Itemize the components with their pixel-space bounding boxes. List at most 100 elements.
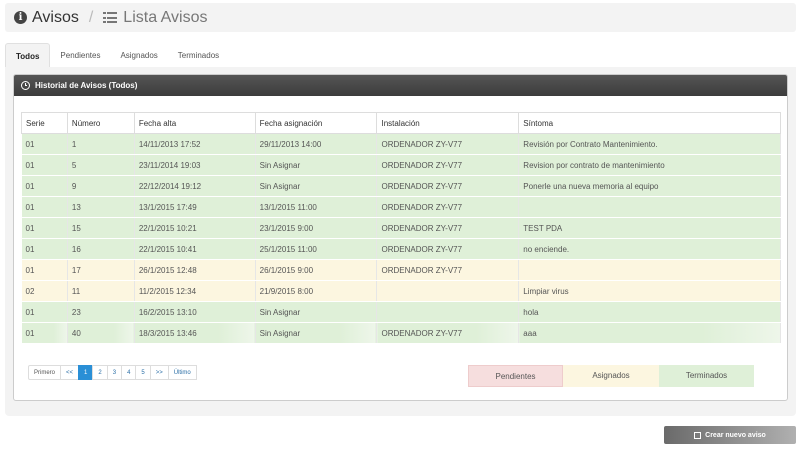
cell-numero: 15: [67, 217, 135, 239]
cell-fecha-asignacion: 26/1/2015 9:00: [255, 259, 378, 281]
cell-instalacion: ORDENADOR ZY-V77: [376, 238, 520, 260]
header-numero[interactable]: Número: [66, 112, 135, 134]
table-row[interactable]: 01 1 14/11/2013 17:52 29/11/2013 14:00 O…: [21, 133, 781, 155]
cell-numero: 5: [67, 154, 135, 176]
table-row[interactable]: 01 17 26/1/2015 12:48 26/1/2015 9:00 ORD…: [21, 259, 781, 281]
cell-fecha-alta: 22/12/2014 19:12: [134, 175, 256, 197]
table-row[interactable]: 01 13 13/1/2015 17:49 13/1/2015 11:00 OR…: [21, 196, 781, 218]
cell-fecha-asignacion: 23/1/2015 9:00: [255, 217, 378, 239]
info-circle-icon: i: [14, 11, 27, 24]
table-row[interactable]: 01 16 22/1/2015 10:41 25/1/2015 11:00 OR…: [21, 238, 781, 260]
cell-sintoma: Limpiar virus: [518, 280, 781, 302]
cell-sintoma: Revision por contrato de mantenimiento: [518, 154, 781, 176]
header-serie[interactable]: Serie: [21, 112, 68, 134]
list-icon: [103, 12, 118, 23]
cell-sintoma: TEST PDA: [518, 217, 781, 239]
cell-numero: 23: [67, 301, 135, 323]
page-2-button[interactable]: 2: [92, 365, 108, 380]
tab-terminados[interactable]: Terminados: [177, 51, 220, 60]
create-aviso-button[interactable]: Crear nuevo aviso: [664, 426, 796, 444]
table-row[interactable]: 01 15 22/1/2015 10:21 23/1/2015 9:00 ORD…: [21, 217, 781, 239]
cell-instalacion: ORDENADOR ZY-V77: [376, 154, 520, 176]
cell-fecha-asignacion: Sin Asignar: [255, 175, 378, 197]
cell-fecha-asignacion: Sin Asignar: [255, 301, 378, 323]
breadcrumb-root[interactable]: Avisos: [32, 8, 79, 26]
cell-instalacion: ORDENADOR ZY-V77: [376, 196, 520, 218]
page-last-button[interactable]: Último: [167, 365, 197, 380]
page-1-button[interactable]: 1: [78, 365, 94, 380]
cell-numero: 17: [67, 259, 135, 281]
page-header: i Avisos / Lista Avisos: [5, 3, 796, 32]
cell-instalacion: ORDENADOR ZY-V77: [376, 133, 520, 155]
page-next-button[interactable]: >>: [149, 365, 169, 380]
legend-terminados: Terminados: [659, 365, 754, 387]
cell-instalacion: [376, 280, 520, 302]
header-sintoma[interactable]: Síntoma: [518, 112, 781, 134]
table-header-row: Serie Número Fecha alta Fecha asignación…: [21, 112, 781, 134]
table-row[interactable]: 01 40 18/3/2015 13:46 Sin Asignar ORDENA…: [21, 322, 781, 344]
panel-header: Historial de Avisos (Todos): [14, 75, 787, 96]
tab-todos[interactable]: Todos: [5, 43, 51, 68]
cell-fecha-alta: 14/11/2013 17:52: [134, 133, 256, 155]
cell-serie: 01: [21, 175, 68, 197]
cell-serie: 01: [21, 322, 68, 344]
breadcrumb-current: Lista Avisos: [123, 8, 208, 26]
cell-serie: 01: [21, 238, 68, 260]
cell-serie: 02: [21, 280, 68, 302]
page-3-button[interactable]: 3: [106, 365, 123, 380]
table-row[interactable]: 01 5 23/11/2014 19:03 Sin Asignar ORDENA…: [21, 154, 781, 176]
cell-sintoma: no enciende.: [518, 238, 781, 260]
header-fecha-alta[interactable]: Fecha alta: [133, 112, 256, 134]
tab-asignados[interactable]: Asignados: [120, 51, 158, 60]
history-panel: Historial de Avisos (Todos) Serie Número…: [13, 74, 788, 401]
cell-numero: 9: [67, 175, 135, 197]
cell-fecha-alta: 13/1/2015 17:49: [134, 196, 256, 218]
header-instalacion[interactable]: Instalación: [376, 112, 520, 134]
cell-fecha-alta: 23/11/2014 19:03: [134, 154, 256, 176]
cell-serie: 01: [21, 154, 68, 176]
cell-instalacion: ORDENADOR ZY-V77: [376, 217, 520, 239]
cell-fecha-asignacion: 25/1/2015 11:00: [255, 238, 378, 260]
cell-sintoma: [518, 196, 781, 218]
cell-numero: 13: [67, 196, 135, 218]
create-aviso-label: Crear nuevo aviso: [705, 431, 766, 439]
cell-sintoma: aaa: [518, 322, 781, 344]
cell-fecha-asignacion: Sin Asignar: [255, 322, 378, 344]
panel-title: Historial de Avisos (Todos): [35, 81, 138, 90]
cell-fecha-alta: 11/2/2015 12:34: [134, 280, 256, 302]
table-row[interactable]: 01 9 22/12/2014 19:12 Sin Asignar ORDENA…: [21, 175, 781, 197]
cell-serie: 01: [21, 217, 68, 239]
page-prev-button[interactable]: <<: [60, 365, 80, 380]
page-5-button[interactable]: 5: [135, 365, 151, 380]
cell-instalacion: ORDENADOR ZY-V77: [376, 259, 520, 281]
table-row[interactable]: 02 11 11/2/2015 12:34 21/9/2015 8:00 Lim…: [21, 280, 781, 302]
cell-fecha-asignacion: 29/11/2013 14:00: [255, 133, 378, 155]
cell-fecha-alta: 26/1/2015 12:48: [134, 259, 256, 281]
cell-numero: 40: [67, 322, 135, 344]
avisos-table: Serie Número Fecha alta Fecha asignación…: [21, 112, 781, 344]
clock-icon: [21, 81, 30, 90]
cell-sintoma: Ponerle una nueva memoria al equipo: [518, 175, 781, 197]
cell-numero: 16: [67, 238, 135, 260]
cell-fecha-asignacion: Sin Asignar: [255, 154, 378, 176]
page-first-button[interactable]: Primero: [28, 365, 62, 380]
cell-sintoma: [518, 259, 781, 281]
tab-content: Historial de Avisos (Todos) Serie Número…: [5, 67, 796, 416]
cell-fecha-alta: 22/1/2015 10:21: [134, 217, 256, 239]
tab-bar: Todos Pendientes Asignados Terminados: [5, 43, 229, 68]
breadcrumb-separator: /: [88, 8, 94, 26]
header-fecha-asignacion[interactable]: Fecha asignación: [254, 112, 378, 134]
cell-serie: 01: [21, 133, 68, 155]
edit-icon: [694, 431, 702, 439]
cell-fecha-asignacion: 13/1/2015 11:00: [255, 196, 378, 218]
cell-instalacion: [376, 301, 520, 323]
cell-sintoma: Revisión por Contrato Mantenimiento.: [518, 133, 781, 155]
page-4-button[interactable]: 4: [121, 365, 137, 380]
table-row[interactable]: 01 23 16/2/2015 13:10 Sin Asignar hola: [21, 301, 781, 323]
tab-pendientes[interactable]: Pendientes: [60, 51, 101, 60]
cell-fecha-alta: 18/3/2015 13:46: [134, 322, 256, 344]
cell-serie: 01: [21, 301, 68, 323]
cell-instalacion: ORDENADOR ZY-V77: [376, 175, 520, 197]
pagination: Primero << 1 2 3 4 5 >> Último: [28, 365, 197, 380]
legend-asignados: Asignados: [563, 365, 659, 387]
